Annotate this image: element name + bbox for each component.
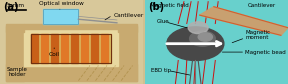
Bar xyxy=(6,64,137,81)
Bar xyxy=(51,34,58,63)
Bar xyxy=(71,34,78,63)
Bar xyxy=(6,26,24,81)
Text: Coil: Coil xyxy=(49,52,60,57)
Text: (a): (a) xyxy=(3,2,18,12)
Bar xyxy=(43,9,78,24)
Text: EBD tip: EBD tip xyxy=(151,68,171,73)
Circle shape xyxy=(190,31,215,46)
Bar xyxy=(31,34,38,63)
Bar xyxy=(41,34,48,63)
Bar xyxy=(118,24,137,32)
Text: Cantilever: Cantilever xyxy=(248,3,276,8)
Text: Magnetic
moment: Magnetic moment xyxy=(245,30,270,40)
Circle shape xyxy=(188,22,208,34)
Text: (b): (b) xyxy=(148,2,164,12)
Text: Sample
holder: Sample holder xyxy=(7,67,28,77)
Bar xyxy=(24,29,118,66)
Text: Glue: Glue xyxy=(157,19,169,24)
Bar xyxy=(91,34,98,63)
Text: Cantilever: Cantilever xyxy=(114,13,144,18)
Bar xyxy=(6,24,24,32)
Text: Magnetic field: Magnetic field xyxy=(150,3,188,8)
Bar xyxy=(61,34,68,63)
Bar xyxy=(81,34,88,63)
Bar xyxy=(31,34,111,63)
Circle shape xyxy=(167,27,224,60)
Text: 5 mm: 5 mm xyxy=(7,3,24,8)
Bar xyxy=(31,34,111,63)
Text: Magnetic bead: Magnetic bead xyxy=(245,50,286,55)
Bar xyxy=(101,34,108,63)
Bar xyxy=(118,26,137,81)
Circle shape xyxy=(198,33,213,41)
Polygon shape xyxy=(200,7,288,35)
Text: Optical window: Optical window xyxy=(39,1,84,6)
Bar xyxy=(43,9,78,24)
Bar xyxy=(24,24,118,29)
